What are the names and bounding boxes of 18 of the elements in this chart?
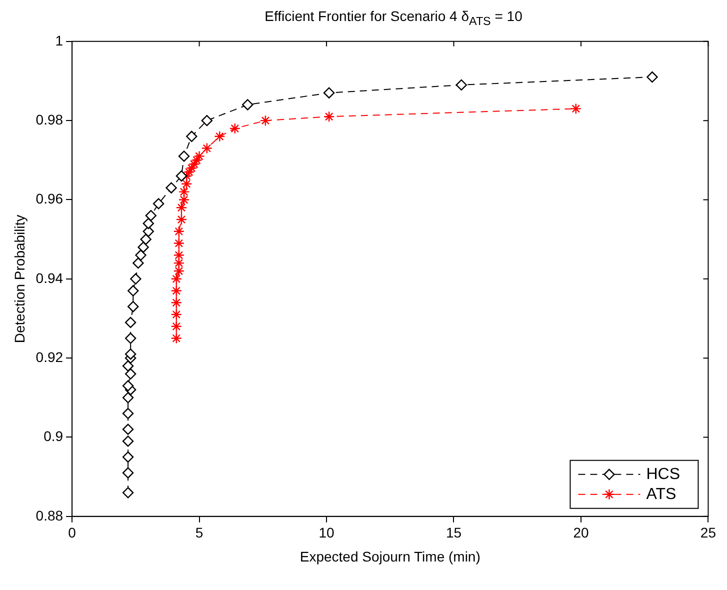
- x-tick-label: 5: [195, 524, 204, 541]
- x-tick-label: 15: [446, 524, 462, 541]
- x-tick-label: 25: [700, 524, 716, 541]
- chart-title: Efficient Frontier for Scenario 4 δ$_{ATS}$ = 10: [264, 8, 524, 30]
- y-tick-label: 0.98: [36, 111, 64, 128]
- x-tick-label: 0: [68, 524, 76, 541]
- y-tick-label: 0.9: [44, 428, 64, 444]
- x-tick-label: 10: [318, 524, 335, 541]
- y-tick-label: 0.94: [36, 270, 64, 286]
- y-tick-label: 0.92: [36, 348, 64, 365]
- legend-label: ATS: [646, 486, 676, 503]
- legend-label: HCS: [646, 466, 680, 483]
- y-tick-label: 1: [55, 32, 64, 48]
- x-axis-title: Expected Sojourn Time (min): [300, 548, 480, 564]
- y-axis-title: Detection Probability: [11, 214, 28, 344]
- x-tick-label: 20: [573, 524, 589, 541]
- y-tick-label: 0.96: [36, 190, 64, 207]
- y-tick-label: 0.88: [36, 507, 64, 524]
